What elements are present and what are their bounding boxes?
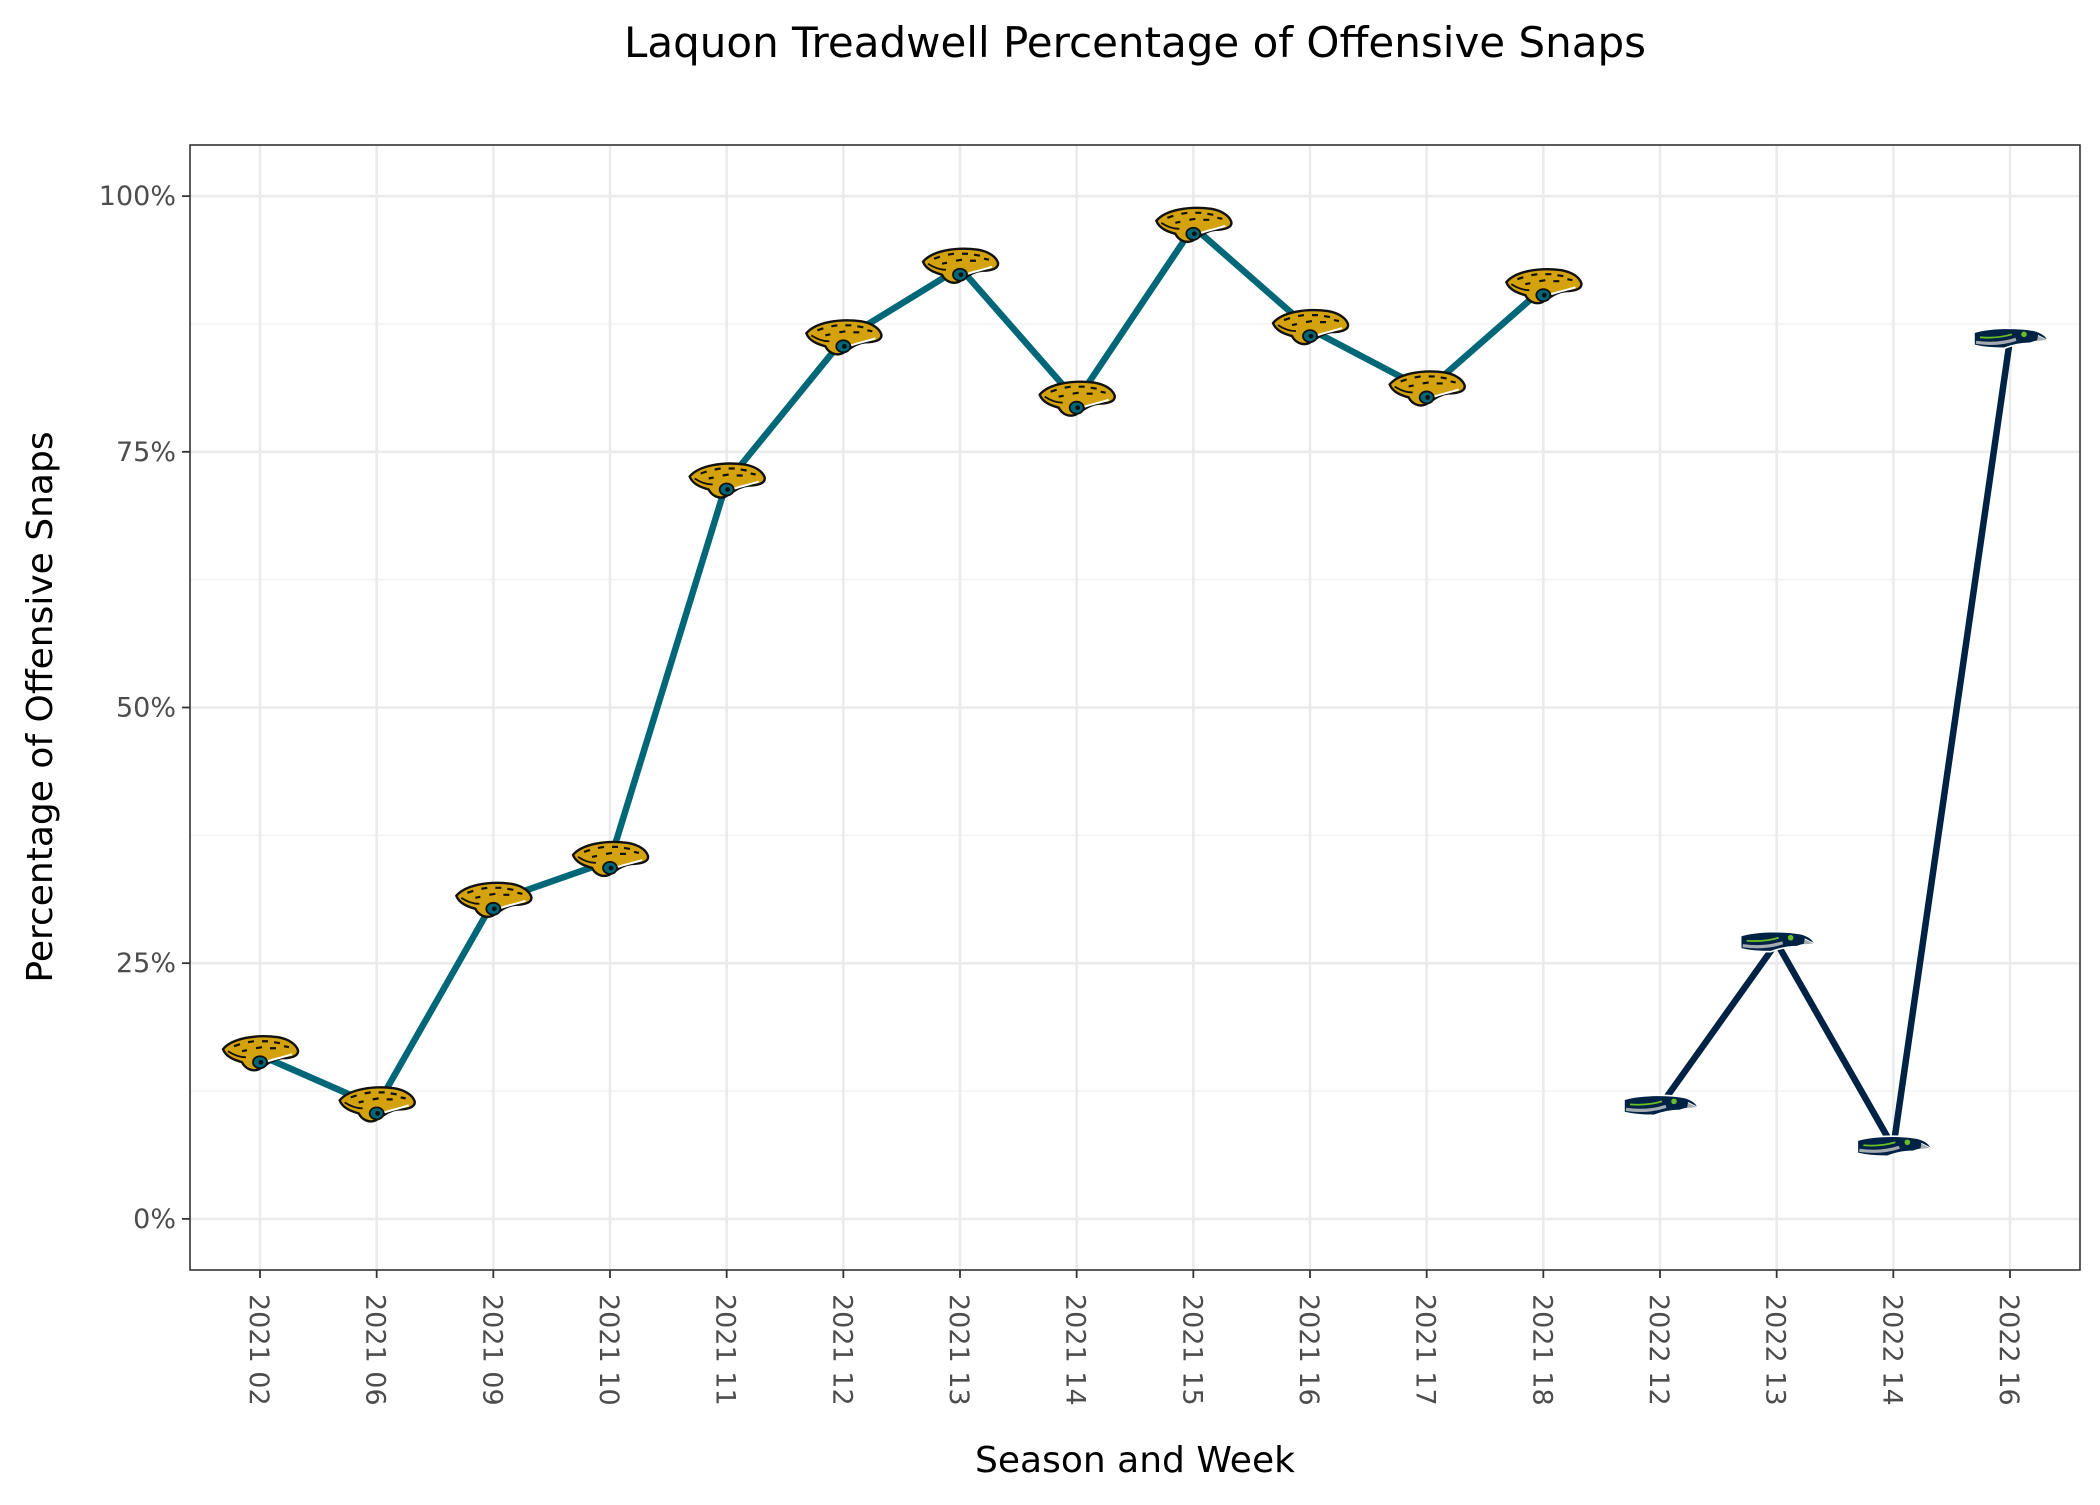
x-tick-label: 2022 13 — [1760, 1294, 1791, 1406]
x-tick-label: 2021 13 — [943, 1294, 974, 1406]
x-tick-label: 2022 12 — [1643, 1294, 1674, 1406]
seahawks-logo-icon — [1739, 930, 1817, 953]
seahawks-logo-icon — [1623, 1094, 1700, 1117]
plot-panel — [189, 144, 2081, 1271]
jaguars-logo-icon — [221, 1035, 300, 1072]
y-axis: 0% 25% 50% 75% 100% — [99, 181, 190, 1235]
x-tick-label: 2021 14 — [1060, 1294, 1091, 1406]
jaguars-logo-icon — [1038, 380, 1116, 417]
seahawks-logo-icon — [1973, 327, 2050, 350]
x-axis: 2021 02 2021 06 2021 09 2021 10 2021 11 2021 … — [243, 1270, 2024, 1406]
y-tick-label: 0% — [133, 1204, 176, 1235]
major-gridlines — [190, 145, 2080, 1270]
x-tick-label: 2021 10 — [593, 1294, 624, 1406]
jaguars-logo-icon — [454, 881, 533, 919]
x-tick-label: 2021 15 — [1176, 1294, 1207, 1406]
minor-gridlines — [190, 323, 2080, 1092]
x-tick-label: 2021 11 — [710, 1294, 741, 1406]
jaguars-logo-icon — [1388, 370, 1466, 407]
series-markers — [221, 206, 2050, 1158]
chart-title: Laquon Treadwell Percentage of Offensive… — [624, 18, 1646, 67]
jaguars-logo-icon — [1271, 308, 1350, 346]
jaguars-logo-icon — [571, 840, 650, 878]
jaguars-logo-icon — [1154, 206, 1233, 244]
jaguars-logo-icon — [804, 319, 883, 356]
y-tick-label: 50% — [116, 693, 176, 724]
x-tick-label: 2021 06 — [360, 1294, 391, 1406]
x-tick-label: 2022 14 — [1876, 1294, 1907, 1406]
y-tick-label: 75% — [116, 437, 176, 468]
x-tick-label: 2021 18 — [1526, 1294, 1557, 1406]
x-tick-label: 2021 09 — [476, 1294, 507, 1406]
x-tick-label: 2021 17 — [1410, 1294, 1441, 1406]
x-tick-label: 2022 16 — [1993, 1294, 2024, 1406]
x-tick-label: 2021 16 — [1293, 1294, 1324, 1406]
jaguars-logo-icon — [921, 247, 1000, 284]
x-tick-label: 2021 12 — [826, 1294, 857, 1406]
jaguars-logo-icon — [338, 1086, 416, 1123]
seahawks-logo-icon — [1856, 1135, 1933, 1158]
y-axis-title: Percentage of Offensive Snaps — [20, 431, 61, 982]
series-line-jaguars-logo — [258, 223, 1546, 1110]
y-tick-label: 25% — [116, 948, 176, 979]
series-line-seahawks-logo — [1657, 338, 2014, 1151]
series-lines — [258, 223, 2014, 1151]
jaguars-logo-icon — [1504, 268, 1583, 305]
x-tick-label: 2021 02 — [243, 1294, 274, 1406]
jaguars-logo-icon — [688, 462, 766, 499]
y-tick-label: 100% — [99, 181, 176, 212]
x-axis-title: Season and Week — [975, 1440, 1295, 1481]
